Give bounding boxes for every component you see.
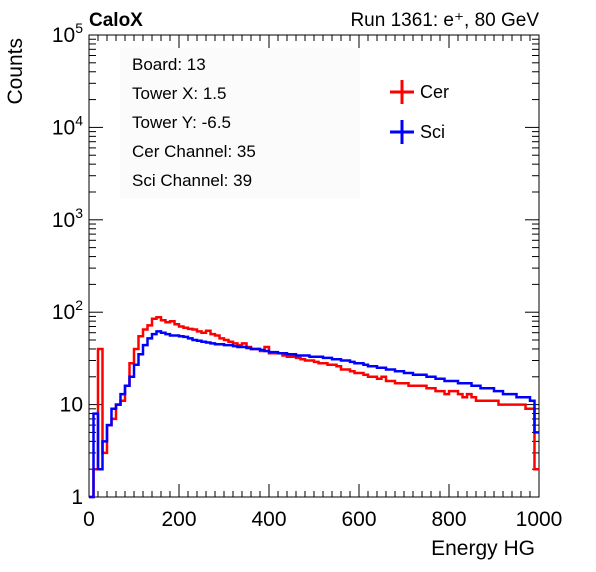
experiment-label: CaloX bbox=[89, 10, 143, 31]
y-tick-label: 104 bbox=[52, 112, 83, 139]
x-tick-label: 400 bbox=[251, 508, 286, 531]
x-tick-label: 800 bbox=[431, 508, 466, 531]
legend: Cer Sci bbox=[390, 80, 449, 144]
legend-label-sci: Sci bbox=[420, 122, 445, 142]
y-tick-label: 102 bbox=[52, 297, 83, 324]
info-board: Board: 13 bbox=[132, 55, 206, 74]
x-axis-title: Energy HG bbox=[431, 537, 535, 560]
y-tick-label: 103 bbox=[52, 205, 83, 232]
legend-label-cer: Cer bbox=[420, 82, 449, 102]
y-tick-label: 10 bbox=[60, 394, 83, 417]
x-tick-label: 600 bbox=[341, 508, 376, 531]
info-lines: Board: 13 Tower X: 1.5 Tower Y: -6.5 Cer… bbox=[132, 55, 256, 190]
y-tick-label: 1 bbox=[71, 486, 83, 509]
series-sci-line bbox=[89, 330, 539, 499]
info-tower-x: Tower X: 1.5 bbox=[132, 84, 227, 103]
info-box bbox=[120, 48, 360, 198]
info-sci-channel: Sci Channel: 39 bbox=[132, 171, 252, 190]
x-tick-label: 0 bbox=[83, 508, 95, 531]
series-cer-line bbox=[89, 316, 539, 499]
info-tower-y: Tower Y: -6.5 bbox=[132, 113, 231, 132]
run-label: Run 1361: e⁺, 80 GeV bbox=[350, 10, 539, 31]
y-tick-label: 105 bbox=[52, 20, 83, 47]
x-tick-label: 200 bbox=[161, 508, 196, 531]
x-tick-label: 1000 bbox=[516, 508, 563, 531]
y-axis-title: Counts bbox=[4, 38, 27, 105]
info-cer-channel: Cer Channel: 35 bbox=[132, 142, 256, 161]
